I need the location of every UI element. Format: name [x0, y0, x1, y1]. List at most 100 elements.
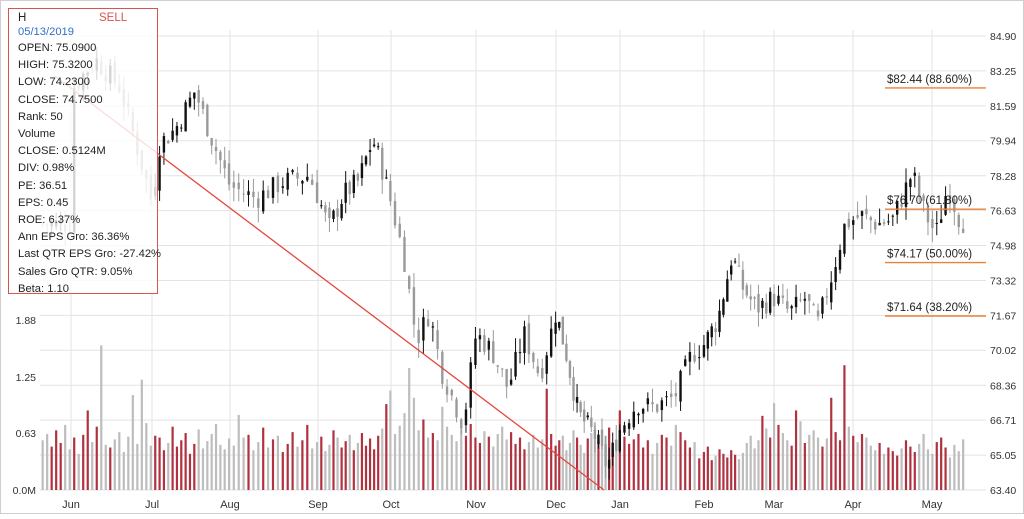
- candle-body: [158, 156, 161, 191]
- volume-bar: [834, 432, 837, 490]
- candle-body: [948, 195, 952, 204]
- candle-body: [931, 219, 934, 228]
- candle-body: [509, 379, 513, 385]
- candle-body: [834, 267, 837, 283]
- volume-bar: [455, 441, 458, 490]
- candle-body: [455, 399, 458, 418]
- candle-body: [422, 317, 425, 341]
- price-tick-label: 83.25: [990, 66, 1016, 78]
- candle-body: [381, 147, 384, 180]
- volume-bar: [223, 449, 226, 490]
- volume-bar: [887, 447, 890, 490]
- candle-body: [651, 402, 654, 405]
- volume-bar: [628, 443, 631, 490]
- volume-bar: [227, 438, 231, 490]
- month-tick-label: May: [922, 499, 943, 511]
- candle-body: [398, 223, 401, 238]
- volume-bar: [962, 439, 965, 490]
- volume-bar: [891, 451, 894, 490]
- volume-bar: [702, 452, 706, 490]
- candle-body: [184, 102, 187, 132]
- volume-bar: [118, 432, 121, 490]
- stat-volume-close: CLOSE: 0.5124M: [18, 145, 106, 158]
- candle-body: [600, 429, 604, 447]
- volume-bar: [267, 447, 270, 490]
- candle-body: [286, 172, 289, 190]
- candle-body: [344, 182, 347, 203]
- volume-bar: [565, 450, 568, 490]
- volume-bar: [665, 437, 668, 490]
- volume-bar: [408, 367, 411, 490]
- volume-bar: [940, 437, 943, 490]
- candle-body: [808, 294, 811, 301]
- candle-body: [320, 205, 323, 207]
- stat-last-qtr-eps-growth: Last QTR EPS Gro: -27.42%: [18, 248, 162, 261]
- volume-bar: [113, 439, 116, 490]
- candle-body: [336, 208, 339, 217]
- candle-body: [926, 205, 930, 223]
- candle-body: [852, 220, 855, 225]
- volume-bar: [436, 440, 439, 490]
- candle-body: [913, 172, 916, 176]
- volume-bar: [385, 404, 388, 490]
- candle-body: [389, 181, 392, 202]
- volume-bar: [422, 419, 425, 490]
- volume-bar: [104, 444, 107, 490]
- fib-level-label: $76.70 (61.80%): [887, 195, 972, 207]
- candle-body: [266, 190, 270, 199]
- stat-volume-heading: Volume: [18, 128, 56, 141]
- price-tick-label: 81.59: [990, 101, 1016, 113]
- candle-body: [310, 179, 314, 185]
- volume-bar: [487, 436, 490, 490]
- candle-body: [753, 297, 756, 299]
- candle-body: [615, 439, 618, 451]
- price-tick-label: 63.40: [990, 485, 1016, 497]
- candle-body: [679, 371, 682, 402]
- volume-bar: [579, 444, 582, 490]
- volume-bar: [509, 432, 513, 490]
- candle-body: [865, 208, 868, 215]
- candle-body: [957, 214, 960, 228]
- volume-bar: [726, 457, 729, 490]
- candle-body: [201, 101, 205, 109]
- volume-bar: [808, 434, 811, 490]
- volume-bar: [583, 452, 586, 490]
- volume-bar: [679, 432, 682, 490]
- candle-body: [847, 218, 851, 228]
- candle-body: [641, 409, 645, 414]
- volume-bar: [550, 433, 553, 490]
- volume-bar: [328, 444, 331, 490]
- candle-body: [483, 335, 486, 352]
- candle-body: [214, 146, 218, 151]
- volume-bar: [786, 440, 789, 490]
- volume-bar: [957, 451, 960, 490]
- volume-bar: [149, 445, 152, 490]
- volume-bar: [637, 433, 640, 490]
- candle-body: [561, 316, 565, 345]
- volume-bar: [377, 435, 380, 490]
- volume-bar: [753, 448, 756, 490]
- fib-level-label: $82.44 (88.60%): [887, 74, 972, 86]
- month-tick-label: Apr: [844, 499, 861, 511]
- volume-bar: [460, 429, 463, 490]
- volume-bar: [381, 428, 384, 490]
- candle-body: [900, 203, 903, 207]
- candle-body: [271, 177, 275, 198]
- ticker-symbol: H: [18, 12, 27, 24]
- candle-body: [627, 423, 631, 429]
- candle-body: [582, 409, 586, 422]
- volume-bar: [532, 434, 535, 490]
- candle-body: [393, 201, 397, 226]
- candle-body: [604, 444, 607, 467]
- volume-bar: [765, 428, 768, 490]
- volume-bar: [718, 449, 721, 490]
- volume-bar: [344, 441, 347, 490]
- candle-body: [794, 296, 798, 308]
- volume-bar: [561, 435, 564, 490]
- fib-level-label: $71.64 (38.20%): [887, 302, 972, 314]
- candle-body: [227, 163, 231, 185]
- candle-body: [665, 396, 668, 398]
- candle-body: [618, 430, 622, 452]
- candle-body: [607, 459, 611, 469]
- candle-body: [816, 310, 820, 317]
